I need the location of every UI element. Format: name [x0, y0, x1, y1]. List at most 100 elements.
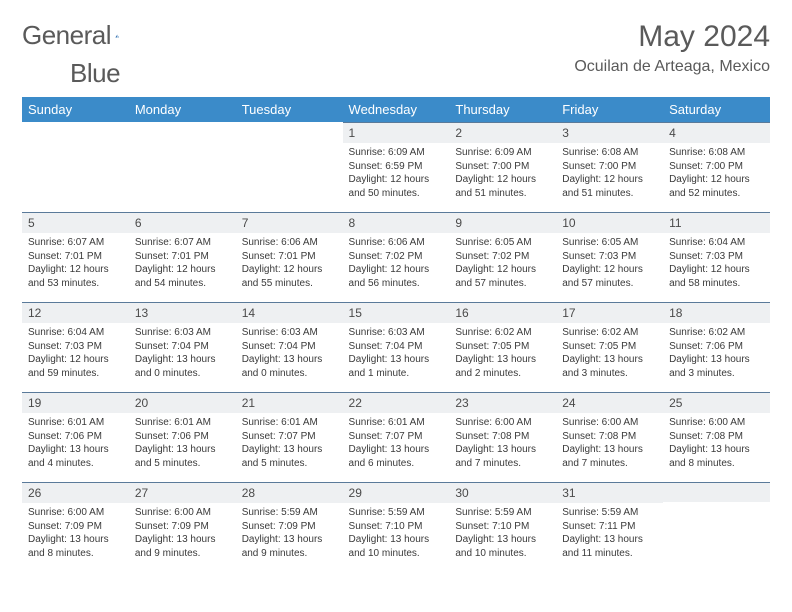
day-number: 28	[236, 482, 343, 503]
day-number: 23	[449, 392, 556, 413]
detail-line: Sunrise: 6:06 AM	[242, 236, 337, 250]
day-number: 20	[129, 392, 236, 413]
day-details: Sunrise: 6:06 AMSunset: 7:02 PMDaylight:…	[343, 233, 450, 296]
detail-line: and 8 minutes.	[28, 547, 123, 561]
day-details: Sunrise: 6:03 AMSunset: 7:04 PMDaylight:…	[129, 323, 236, 386]
detail-line: Sunrise: 5:59 AM	[349, 506, 444, 520]
detail-line: Sunset: 7:09 PM	[28, 520, 123, 534]
day-details: Sunrise: 6:09 AMSunset: 7:00 PMDaylight:…	[449, 143, 556, 206]
detail-line: Sunset: 7:01 PM	[28, 250, 123, 264]
day-details: Sunrise: 5:59 AMSunset: 7:11 PMDaylight:…	[556, 503, 663, 566]
calendar-cell: 16Sunrise: 6:02 AMSunset: 7:05 PMDayligh…	[449, 302, 556, 392]
day-number: 17	[556, 302, 663, 323]
calendar-cell: 8Sunrise: 6:06 AMSunset: 7:02 PMDaylight…	[343, 212, 450, 302]
detail-line: Sunrise: 6:07 AM	[28, 236, 123, 250]
calendar-cell	[663, 482, 770, 572]
calendar-cell: 25Sunrise: 6:00 AMSunset: 7:08 PMDayligh…	[663, 392, 770, 482]
calendar-cell: 28Sunrise: 5:59 AMSunset: 7:09 PMDayligh…	[236, 482, 343, 572]
day-number: 12	[22, 302, 129, 323]
detail-line: Sunrise: 6:04 AM	[669, 236, 764, 250]
detail-line: and 9 minutes.	[135, 547, 230, 561]
detail-line: Sunset: 7:06 PM	[669, 340, 764, 354]
day-details: Sunrise: 6:00 AMSunset: 7:08 PMDaylight:…	[449, 413, 556, 476]
day-details: Sunrise: 6:08 AMSunset: 7:00 PMDaylight:…	[663, 143, 770, 206]
detail-line: Sunrise: 6:00 AM	[135, 506, 230, 520]
detail-line: and 7 minutes.	[455, 457, 550, 471]
detail-line: and 59 minutes.	[28, 367, 123, 381]
calendar-week-row: 19Sunrise: 6:01 AMSunset: 7:06 PMDayligh…	[22, 392, 770, 482]
calendar-cell: 11Sunrise: 6:04 AMSunset: 7:03 PMDayligh…	[663, 212, 770, 302]
day-details: Sunrise: 5:59 AMSunset: 7:10 PMDaylight:…	[343, 503, 450, 566]
detail-line: Sunset: 7:02 PM	[349, 250, 444, 264]
detail-line: and 1 minute.	[349, 367, 444, 381]
calendar-cell	[236, 122, 343, 212]
day-number: 31	[556, 482, 663, 503]
detail-line: Sunset: 7:00 PM	[455, 160, 550, 174]
detail-line: Sunrise: 6:06 AM	[349, 236, 444, 250]
weekday-header: Wednesday	[343, 97, 450, 122]
detail-line: Daylight: 12 hours	[349, 173, 444, 187]
day-details: Sunrise: 6:01 AMSunset: 7:06 PMDaylight:…	[22, 413, 129, 476]
day-number: 22	[343, 392, 450, 413]
detail-line: Daylight: 13 hours	[562, 533, 657, 547]
calendar-cell: 3Sunrise: 6:08 AMSunset: 7:00 PMDaylight…	[556, 122, 663, 212]
detail-line: and 56 minutes.	[349, 277, 444, 291]
detail-line: and 2 minutes.	[455, 367, 550, 381]
detail-line: Sunrise: 6:05 AM	[562, 236, 657, 250]
detail-line: Sunset: 7:09 PM	[135, 520, 230, 534]
calendar-cell: 29Sunrise: 5:59 AMSunset: 7:10 PMDayligh…	[343, 482, 450, 572]
detail-line: Daylight: 13 hours	[28, 443, 123, 457]
detail-line: Sunset: 7:02 PM	[455, 250, 550, 264]
detail-line: Sunrise: 6:01 AM	[135, 416, 230, 430]
calendar-week-row: 5Sunrise: 6:07 AMSunset: 7:01 PMDaylight…	[22, 212, 770, 302]
detail-line: Sunset: 7:07 PM	[349, 430, 444, 444]
day-number: 8	[343, 212, 450, 233]
detail-line: Daylight: 12 hours	[455, 263, 550, 277]
detail-line: Sunrise: 6:00 AM	[455, 416, 550, 430]
detail-line: Sunrise: 6:01 AM	[28, 416, 123, 430]
detail-line: Sunrise: 6:03 AM	[349, 326, 444, 340]
detail-line: Daylight: 13 hours	[562, 443, 657, 457]
calendar-table: Sunday Monday Tuesday Wednesday Thursday…	[22, 97, 770, 572]
detail-line: and 53 minutes.	[28, 277, 123, 291]
calendar-cell: 20Sunrise: 6:01 AMSunset: 7:06 PMDayligh…	[129, 392, 236, 482]
detail-line: Sunset: 7:01 PM	[242, 250, 337, 264]
calendar-cell: 17Sunrise: 6:02 AMSunset: 7:05 PMDayligh…	[556, 302, 663, 392]
calendar-cell: 30Sunrise: 5:59 AMSunset: 7:10 PMDayligh…	[449, 482, 556, 572]
detail-line: and 3 minutes.	[669, 367, 764, 381]
day-details: Sunrise: 6:00 AMSunset: 7:08 PMDaylight:…	[556, 413, 663, 476]
detail-line: Sunrise: 6:05 AM	[455, 236, 550, 250]
day-number: 9	[449, 212, 556, 233]
detail-line: Sunrise: 6:00 AM	[28, 506, 123, 520]
day-details: Sunrise: 6:00 AMSunset: 7:09 PMDaylight:…	[129, 503, 236, 566]
detail-line: Daylight: 13 hours	[669, 353, 764, 367]
day-number: 15	[343, 302, 450, 323]
calendar-cell: 9Sunrise: 6:05 AMSunset: 7:02 PMDaylight…	[449, 212, 556, 302]
calendar-cell: 27Sunrise: 6:00 AMSunset: 7:09 PMDayligh…	[129, 482, 236, 572]
day-number: 16	[449, 302, 556, 323]
detail-line: Sunset: 7:11 PM	[562, 520, 657, 534]
detail-line: Sunset: 7:00 PM	[562, 160, 657, 174]
day-details: Sunrise: 6:03 AMSunset: 7:04 PMDaylight:…	[343, 323, 450, 386]
detail-line: Sunrise: 6:07 AM	[135, 236, 230, 250]
detail-line: Daylight: 13 hours	[562, 353, 657, 367]
detail-line: and 6 minutes.	[349, 457, 444, 471]
day-details: Sunrise: 6:05 AMSunset: 7:02 PMDaylight:…	[449, 233, 556, 296]
detail-line: Daylight: 12 hours	[669, 173, 764, 187]
calendar-cell: 12Sunrise: 6:04 AMSunset: 7:03 PMDayligh…	[22, 302, 129, 392]
logo-text-blue: Blue	[70, 58, 120, 89]
detail-line: Sunset: 6:59 PM	[349, 160, 444, 174]
detail-line: Daylight: 12 hours	[562, 173, 657, 187]
detail-line: and 7 minutes.	[562, 457, 657, 471]
calendar-week-row: 26Sunrise: 6:00 AMSunset: 7:09 PMDayligh…	[22, 482, 770, 572]
calendar-cell: 2Sunrise: 6:09 AMSunset: 7:00 PMDaylight…	[449, 122, 556, 212]
detail-line: Daylight: 13 hours	[455, 353, 550, 367]
day-number: 26	[22, 482, 129, 503]
title-block: May 2024 Ocuilan de Arteaga, Mexico	[574, 20, 770, 76]
detail-line: Daylight: 13 hours	[349, 533, 444, 547]
day-details: Sunrise: 6:04 AMSunset: 7:03 PMDaylight:…	[22, 323, 129, 386]
day-details: Sunrise: 6:05 AMSunset: 7:03 PMDaylight:…	[556, 233, 663, 296]
detail-line: Daylight: 12 hours	[28, 263, 123, 277]
calendar-cell: 15Sunrise: 6:03 AMSunset: 7:04 PMDayligh…	[343, 302, 450, 392]
day-number: 19	[22, 392, 129, 413]
